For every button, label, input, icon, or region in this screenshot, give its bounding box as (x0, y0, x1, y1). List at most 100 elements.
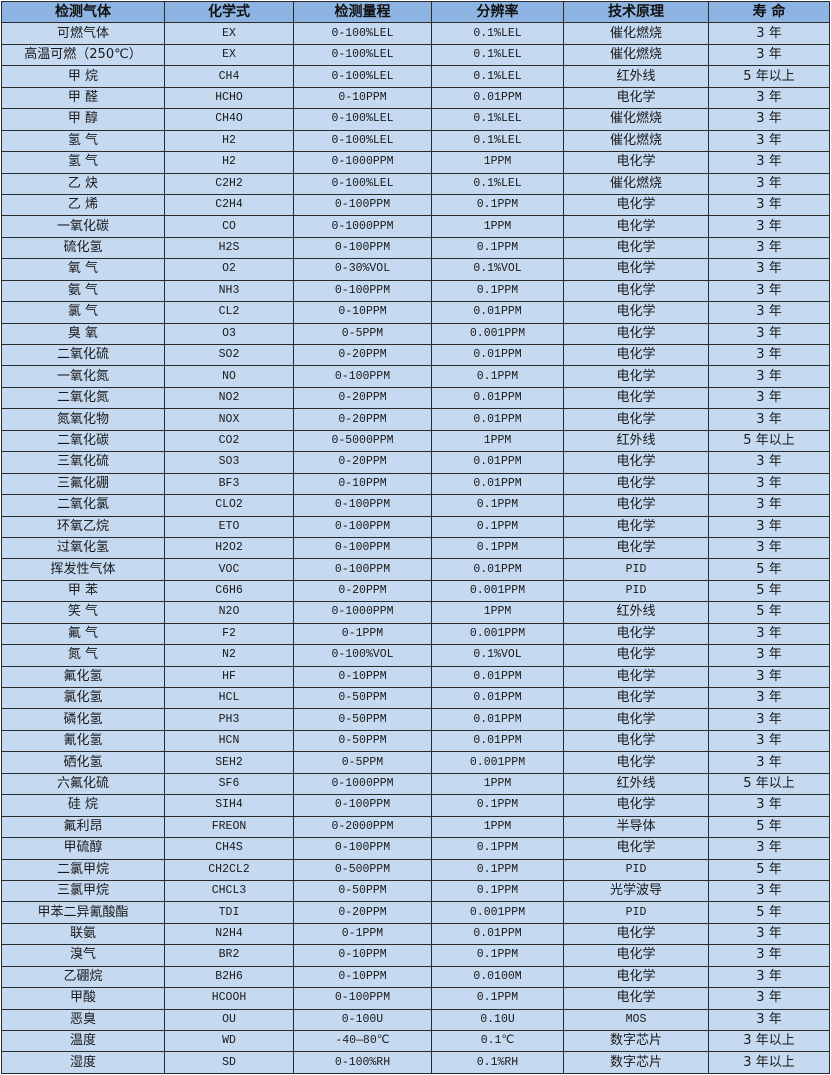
gas-name-cell: 甲 烷 (1, 65, 165, 88)
table-row: 恶臭 OU 0-100U 0.10U MOS 3 年 (1, 1008, 830, 1032)
gas-name-cell: 六氟化硫 (1, 772, 165, 796)
resolution-cell: 0.01PPM (431, 558, 564, 581)
resolution-cell: 0.1PPM (431, 944, 564, 967)
header-formula: 化学式 (164, 0, 294, 24)
lifetime-cell: 3 年 (708, 794, 830, 817)
resolution-cell: 1PPM (431, 215, 564, 238)
lifetime-cell: 5 年以上 (708, 65, 830, 88)
range-cell: 0-1000PPM (293, 151, 432, 174)
range-cell: 0-100PPM (293, 515, 432, 538)
formula-cell: H2 (164, 151, 294, 174)
table-row: 温度 WD -40—80℃ 0.1℃ 数字芯片 3 年以上 (1, 1029, 830, 1053)
principle-cell: 电化学 (563, 686, 709, 710)
range-cell: 0-20PPM (293, 901, 432, 924)
gas-name-cell: 氟化氢 (1, 665, 165, 689)
table-row: 可燃气体 EX 0-100%LEL 0.1%LEL 催化燃烧 3 年 (1, 22, 830, 45)
range-cell: 0-20PPM (293, 579, 432, 603)
resolution-cell: 0.1PPM (431, 536, 564, 560)
gas-name-cell: 臭 氧 (1, 322, 165, 346)
range-cell: 0-100PPM (293, 558, 432, 581)
lifetime-cell: 3 年 (708, 622, 830, 646)
principle-cell: PID (563, 858, 709, 881)
resolution-cell: 1PPM (431, 815, 564, 839)
range-cell: 0-30%VOL (293, 258, 432, 281)
range-cell: 0-100%LEL (293, 129, 432, 153)
range-cell: 0-100%LEL (293, 22, 432, 45)
principle-cell: 催化燃烧 (563, 172, 709, 195)
range-cell: 0-50PPM (293, 686, 432, 710)
table-row: 氟 气 F2 0-1PPM 0.001PPM 电化学 3 年 (1, 622, 830, 646)
lifetime-cell: 3 年 (708, 129, 830, 153)
principle-cell: 电化学 (563, 837, 709, 860)
table-row: 硒化氢 SEH2 0-5PPM 0.001PPM 电化学 3 年 (1, 751, 830, 774)
formula-cell: CO (164, 215, 294, 238)
resolution-cell: 0.1PPM (431, 193, 564, 217)
lifetime-cell: 3 年 (708, 472, 830, 496)
range-cell: 0-5PPM (293, 322, 432, 346)
gas-name-cell: 氯 气 (1, 301, 165, 324)
table-row: 乙 烯 C2H4 0-100PPM 0.1PPM 电化学 3 年 (1, 193, 830, 217)
formula-cell: CHCL3 (164, 879, 294, 903)
lifetime-cell: 5 年 (708, 901, 830, 924)
formula-cell: CH4S (164, 837, 294, 860)
principle-cell: 电化学 (563, 258, 709, 281)
range-cell: 0-100%VOL (293, 644, 432, 667)
lifetime-cell: 3 年 (708, 708, 830, 731)
formula-cell: C6H6 (164, 579, 294, 603)
principle-cell: 电化学 (563, 494, 709, 517)
table-row: 氧 气 O2 0-30%VOL 0.1%VOL 电化学 3 年 (1, 258, 830, 281)
resolution-cell: 0.1PPM (431, 236, 564, 260)
formula-cell: C2H2 (164, 172, 294, 195)
lifetime-cell: 3 年 (708, 987, 830, 1010)
resolution-cell: 0.10U (431, 1008, 564, 1032)
principle-cell: 电化学 (563, 193, 709, 217)
formula-cell: H2O2 (164, 536, 294, 560)
formula-cell: FREON (164, 815, 294, 839)
header-row: 检测气体 化学式 检测量程 分辨率 技术原理 寿 命 (1, 0, 830, 24)
principle-cell: 红外线 (563, 601, 709, 624)
principle-cell: PID (563, 579, 709, 603)
resolution-cell: 0.1PPM (431, 987, 564, 1010)
lifetime-cell: 3 年 (708, 944, 830, 967)
principle-cell: 催化燃烧 (563, 43, 709, 67)
formula-cell: C2H4 (164, 193, 294, 217)
formula-cell: EX (164, 43, 294, 67)
principle-cell: 红外线 (563, 429, 709, 453)
resolution-cell: 0.01PPM (431, 472, 564, 496)
range-cell: 0-10PPM (293, 301, 432, 324)
range-cell: 0-20PPM (293, 408, 432, 431)
resolution-cell: 1PPM (431, 429, 564, 453)
range-cell: 0-1PPM (293, 922, 432, 946)
lifetime-cell: 3 年 (708, 151, 830, 174)
formula-cell: HCL (164, 686, 294, 710)
gas-name-cell: 一氧化氮 (1, 365, 165, 388)
gas-name-cell: 氯化氢 (1, 686, 165, 710)
gas-name-cell: 甲酸 (1, 987, 165, 1010)
lifetime-cell: 3 年 (708, 644, 830, 667)
gas-name-cell: 甲硫醇 (1, 837, 165, 860)
gas-name-cell: 挥发性气体 (1, 558, 165, 581)
formula-cell: H2S (164, 236, 294, 260)
table-row: 二氧化氯 CLO2 0-100PPM 0.1PPM 电化学 3 年 (1, 494, 830, 517)
principle-cell: 电化学 (563, 408, 709, 431)
principle-cell: 催化燃烧 (563, 129, 709, 153)
gas-name-cell: 氮氧化物 (1, 408, 165, 431)
header-resolution: 分辨率 (431, 0, 564, 24)
lifetime-cell: 3 年 (708, 665, 830, 689)
table-row: 三氟化硼 BF3 0-10PPM 0.01PPM 电化学 3 年 (1, 472, 830, 496)
resolution-cell: 1PPM (431, 772, 564, 796)
formula-cell: SIH4 (164, 794, 294, 817)
gas-name-cell: 氟 气 (1, 622, 165, 646)
range-cell: -40—80℃ (293, 1029, 432, 1053)
formula-cell: SD (164, 1051, 294, 1074)
lifetime-cell: 3 年 (708, 515, 830, 538)
range-cell: 0-100PPM (293, 279, 432, 303)
resolution-cell: 0.1%LEL (431, 108, 564, 131)
table-row: 氟化氢 HF 0-10PPM 0.01PPM 电化学 3 年 (1, 665, 830, 689)
table-row: 二氧化硫 SO2 0-20PPM 0.01PPM 电化学 3 年 (1, 343, 830, 367)
resolution-cell: 0.01PPM (431, 708, 564, 731)
table-row: 甲 苯 C6H6 0-20PPM 0.001PPM PID 5 年 (1, 579, 830, 603)
principle-cell: 电化学 (563, 944, 709, 967)
lifetime-cell: 3 年 (708, 301, 830, 324)
lifetime-cell: 3 年 (708, 322, 830, 346)
